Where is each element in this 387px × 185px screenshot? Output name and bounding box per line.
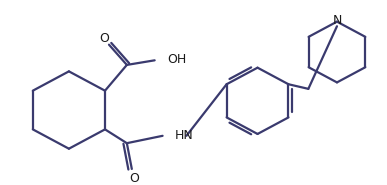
Text: OH: OH — [168, 53, 187, 66]
Text: N: N — [332, 14, 342, 27]
Text: O: O — [129, 172, 139, 185]
Text: O: O — [99, 32, 109, 45]
Text: HN: HN — [175, 129, 193, 142]
